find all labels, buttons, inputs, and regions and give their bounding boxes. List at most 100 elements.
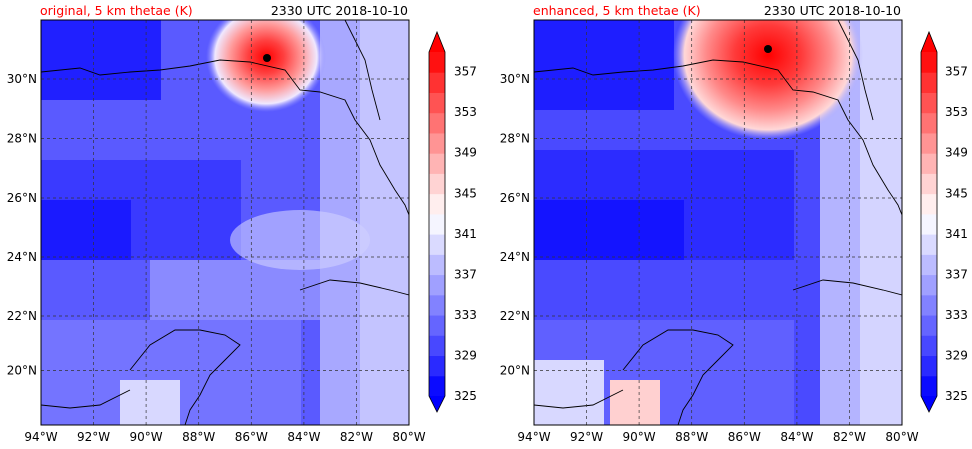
left-x-tick: 88°W [182,430,215,444]
right-colorbar-segment [921,193,937,215]
right-y-tick: 20°N [500,364,530,378]
right-colorbar-segment [921,52,937,73]
right-cbar-tick: 357 [945,65,968,79]
right-gridlines [534,20,902,425]
left-gridlines [41,20,409,425]
left-colorbar-segment [429,335,445,357]
left-cbar-tick: 341 [454,227,477,241]
right-x-ticks: 94°W 92°W 90°W 88°W 86°W 84°W 82°W 80°W [517,430,918,444]
left-x-tick: 90°W [130,430,163,444]
left-cbar-tick: 353 [454,105,477,119]
right-map-field [534,20,902,425]
left-colorbar-segment [429,294,445,316]
left-x-ticks: 94°W 92°W 90°W 88°W 86°W 84°W 82°W 80°W [24,430,425,444]
right-x-tick: 82°W [833,430,866,444]
right-colorbar-segment [921,355,937,377]
left-colorbar-segment [429,274,445,296]
left-panel: original, 5 km thetae (K) 2330 UTC 2018-… [7,3,426,444]
left-colorbar-segment [429,153,445,174]
right-title: enhanced, 5 km thetae (K) [533,3,701,18]
left-cbar-tick: 357 [454,65,477,79]
left-cbar-tick: 325 [454,389,477,403]
right-cbar-tick: 333 [945,308,968,322]
left-cbar-tick: 345 [454,186,477,200]
left-time: 2330 UTC 2018-10-10 [271,3,408,18]
left-colorbar-extend-max [429,32,445,52]
right-colorbar-segment [921,112,937,134]
right-cbar-tick: 337 [945,267,968,281]
left-y-tick: 30°N [7,72,37,86]
left-colorbar-segment [429,234,445,255]
left-colorbar-segment [429,355,445,377]
right-colorbar-segment [921,254,937,276]
right-colorbar-segment [921,153,937,174]
right-storm-center-marker [764,45,772,53]
left-x-tick: 92°W [77,430,110,444]
right-y-tick: 26°N [500,191,530,205]
left-x-tick: 80°W [392,430,425,444]
right-y-tick: 30°N [500,72,530,86]
right-cbar-tick: 329 [945,349,968,363]
right-coastlines [534,20,902,425]
right-colorbar-segment [921,294,937,316]
left-cbar-tick: 337 [454,267,477,281]
right-time: 2330 UTC 2018-10-10 [764,3,901,18]
right-x-tick: 92°W [570,430,603,444]
right-y-tick: 24°N [500,250,530,264]
right-x-tick: 86°W [728,430,761,444]
right-cbar-tick: 349 [945,146,968,160]
right-cbar-tick: 353 [945,105,968,119]
right-colorbar-segment [921,315,937,336]
right-colorbar-segment [921,213,937,235]
left-storm-center-marker [263,54,271,62]
right-colorbar-segment [921,335,937,357]
right-colorbar-outline [920,30,938,413]
right-colorbar-segment [921,234,937,255]
left-y-tick: 28°N [7,132,37,146]
left-cbar-tick: 333 [454,308,477,322]
right-x-tick: 94°W [517,430,550,444]
left-colorbar-segment [429,173,445,195]
right-cbar-tick: 325 [945,389,968,403]
left-coastlines [41,20,409,425]
left-colorbar-segment [429,193,445,215]
right-colorbar-segment [921,173,937,195]
left-colorbar-segment [429,254,445,276]
right-x-tick: 90°W [623,430,656,444]
right-x-tick: 84°W [780,430,813,444]
right-colorbar-segment [921,132,937,154]
right-colorbar-extend-min [921,396,937,412]
left-y-tick: 26°N [7,191,37,205]
left-colorbar-segment [429,132,445,154]
right-colorbar: 325 329 333 337 341 345 349 353 357 [920,30,968,413]
left-colorbar: 325 329 333 337 341 345 349 353 357 [428,30,477,413]
left-axes-frame [40,19,410,426]
right-colorbar-segment [921,375,937,397]
left-colorbar-segment [429,92,445,114]
right-panel: enhanced, 5 km thetae (K) 2330 UTC 2018-… [500,3,919,444]
left-x-tick: 84°W [287,430,320,444]
left-colorbar-segment [429,315,445,336]
right-cbar-tick: 345 [945,186,968,200]
left-x-tick: 82°W [340,430,373,444]
left-colorbar-segment [429,52,445,73]
right-axes-frame [533,19,903,426]
right-colorbar-ticks: 325 329 333 337 341 345 349 353 357 [945,65,968,403]
right-colorbar-segment [921,92,937,114]
left-colorbar-ticks: 325 329 333 337 341 345 349 353 357 [454,65,477,403]
left-map-field [41,20,409,425]
left-colorbar-segment [429,112,445,134]
left-cbar-tick: 329 [454,349,477,363]
right-x-tick: 88°W [675,430,708,444]
right-y-ticks: 20°N 22°N 24°N 26°N 28°N 30°N [500,72,530,378]
left-x-tick: 86°W [235,430,268,444]
left-colorbar-segment [429,213,445,235]
right-colorbar-segment [921,274,937,296]
right-y-tick: 22°N [500,309,530,323]
left-y-tick: 20°N [7,364,37,378]
left-colorbar-outline [428,30,446,413]
left-x-tick: 94°W [24,430,57,444]
right-x-tick: 80°W [885,430,918,444]
left-colorbar-segment [429,375,445,397]
